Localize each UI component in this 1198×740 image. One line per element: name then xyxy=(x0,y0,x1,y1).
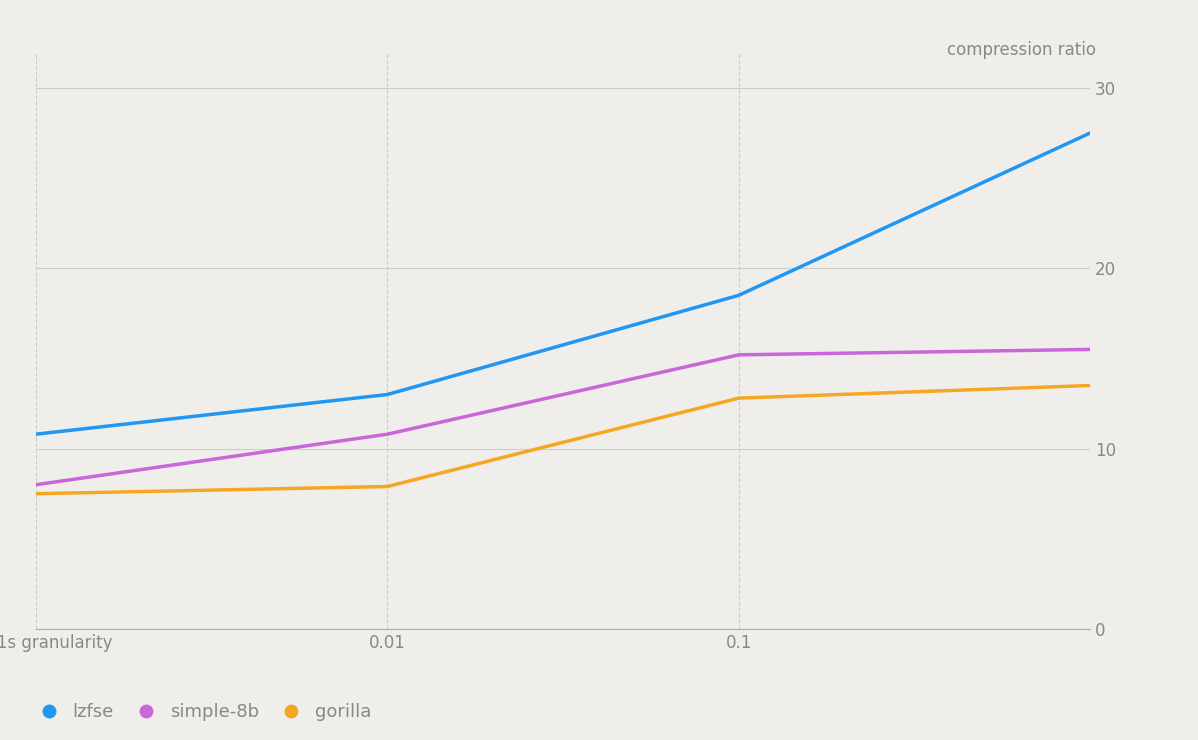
Text: compression ratio: compression ratio xyxy=(948,41,1096,58)
Legend: lzfse, simple-8b, gorilla: lzfse, simple-8b, gorilla xyxy=(24,696,379,728)
